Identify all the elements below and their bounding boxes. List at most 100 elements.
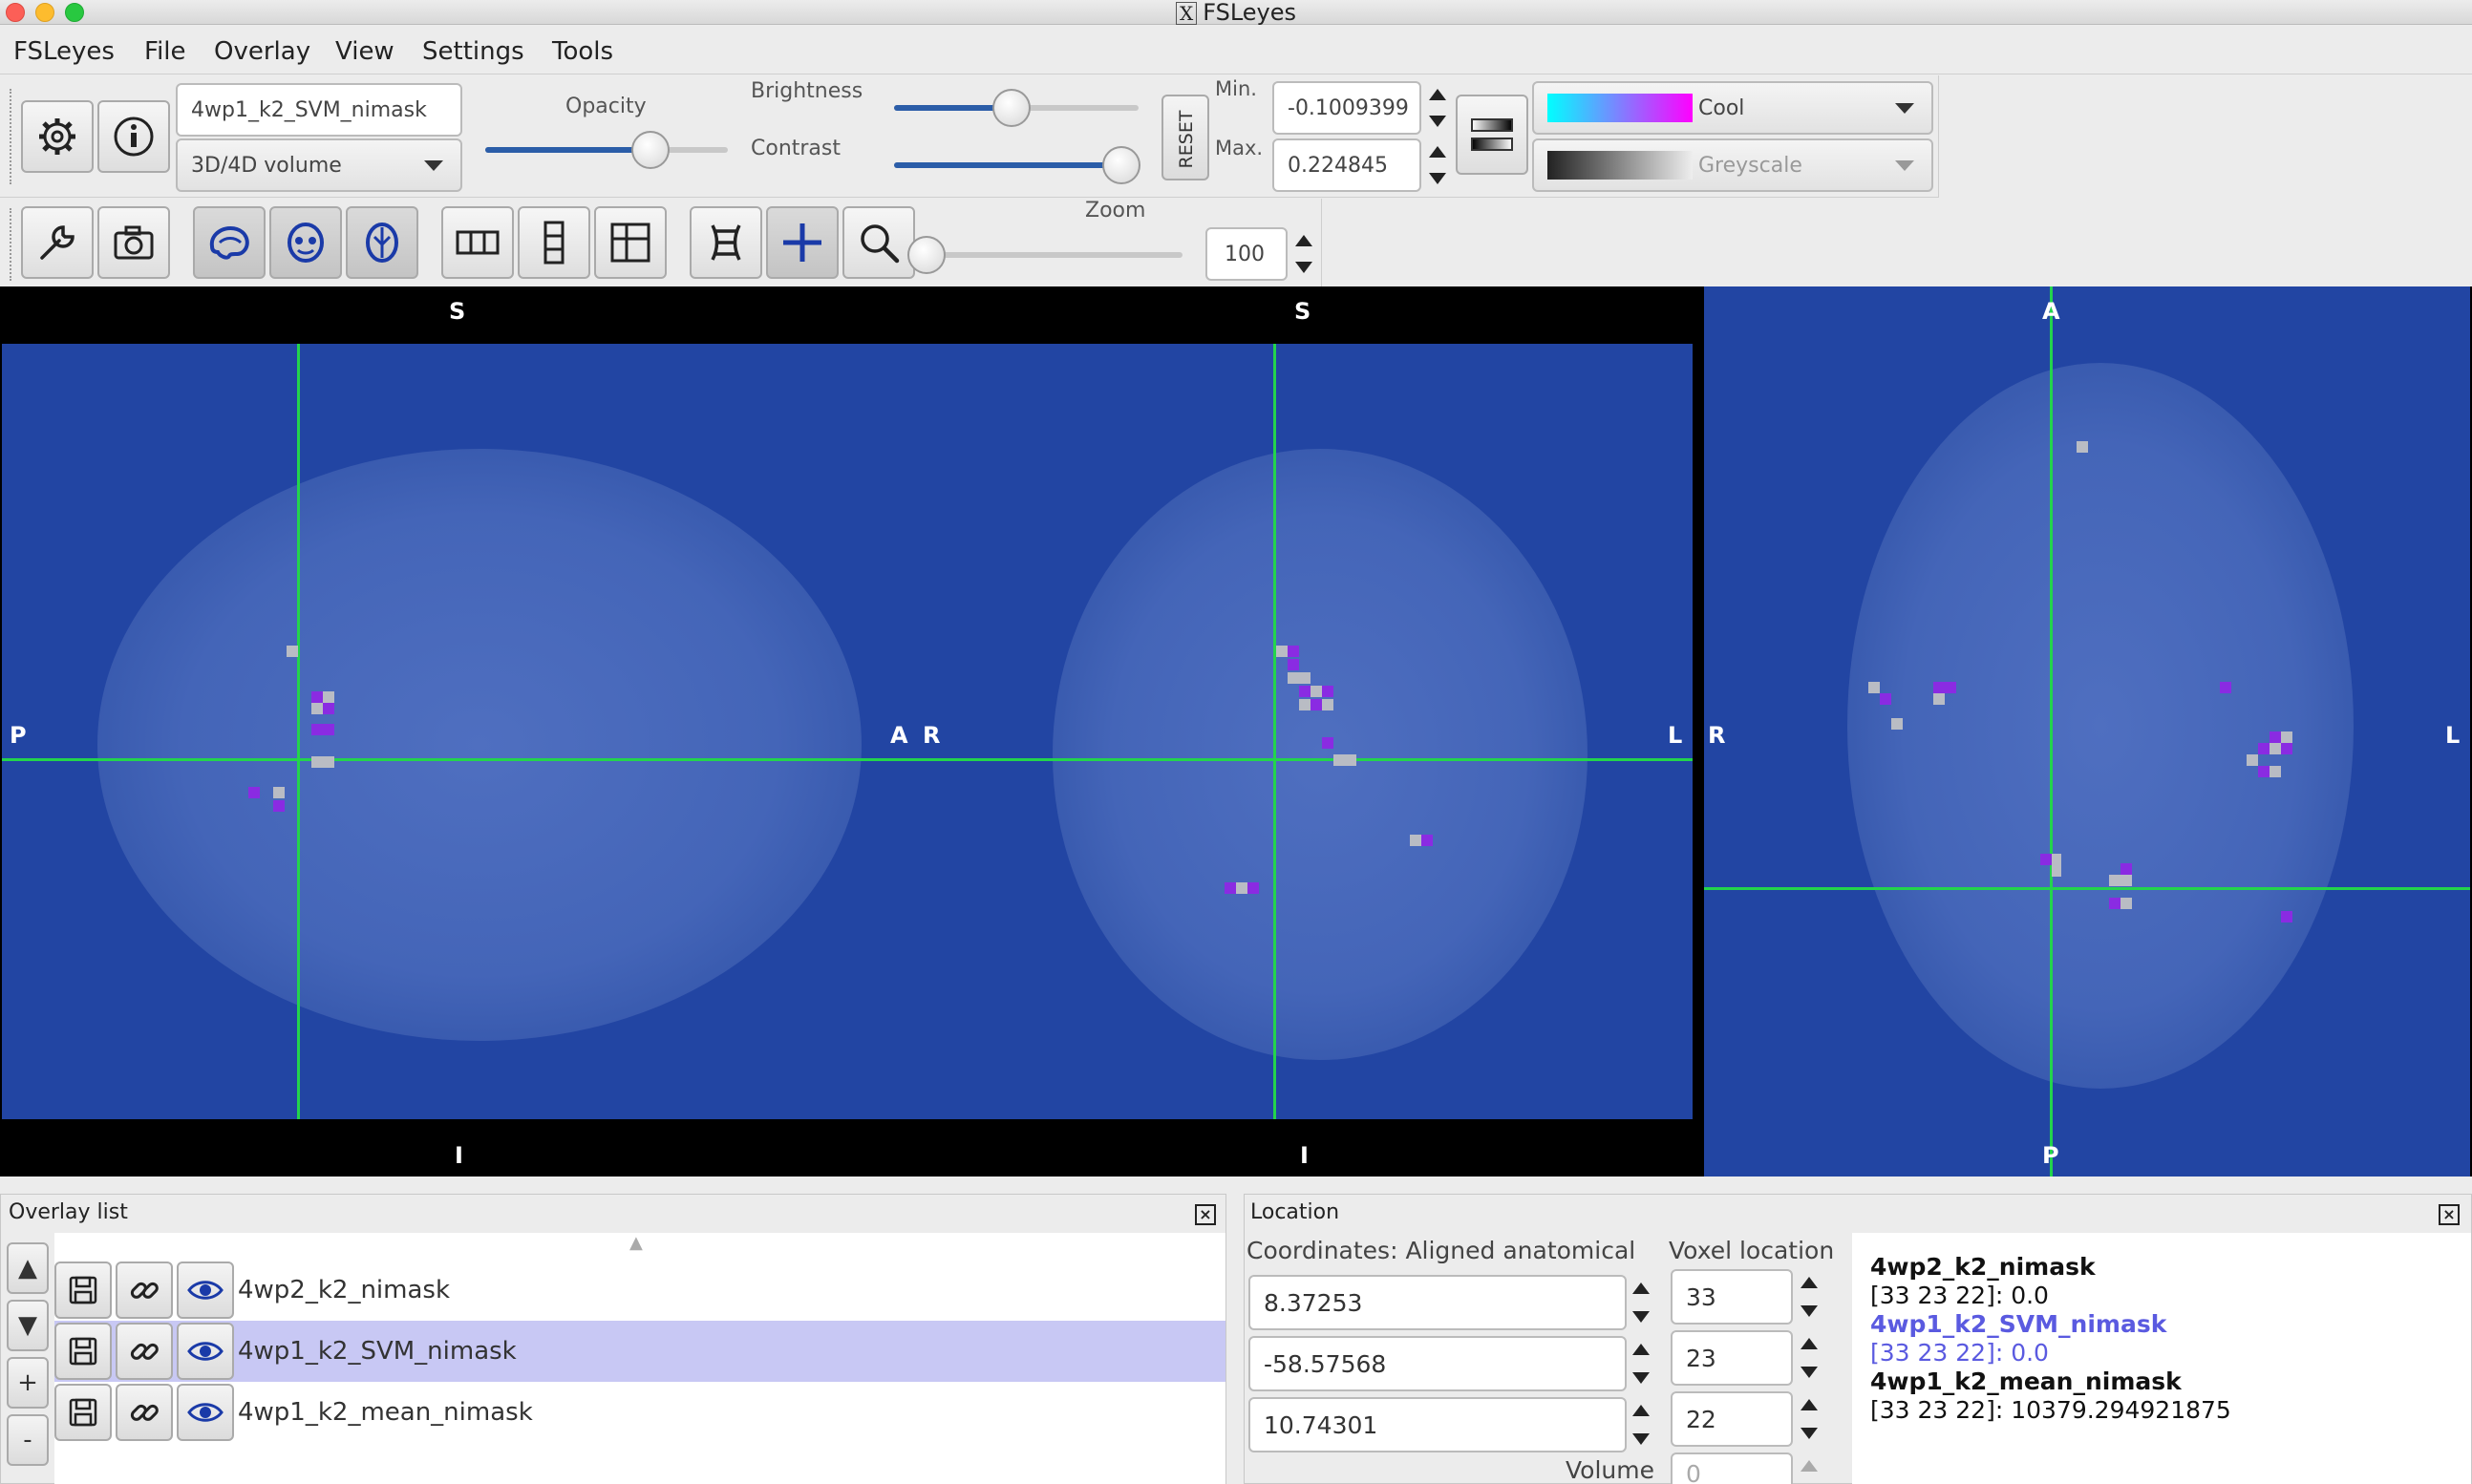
zoom-slider[interactable]: [907, 236, 1183, 274]
coord-z-spinner[interactable]: [1629, 1397, 1653, 1452]
arrow-up-icon[interactable]: [1632, 1344, 1650, 1355]
arrow-up-icon[interactable]: [1632, 1405, 1650, 1416]
opacity-slider-knob[interactable]: [631, 131, 670, 169]
remove-overlay-button[interactable]: -: [7, 1414, 49, 1466]
overlay-row-selected[interactable]: 4wp1_k2_SVM_nimask: [54, 1321, 1225, 1382]
coord-x-field[interactable]: 8.37253: [1248, 1275, 1627, 1330]
arrow-down-icon[interactable]: [1801, 1428, 1818, 1439]
arrow-down-icon[interactable]: [1632, 1433, 1650, 1445]
move-overlay-up-button[interactable]: ▲: [7, 1242, 49, 1294]
arrow-down-icon[interactable]: [1429, 116, 1446, 127]
layout-grid-button[interactable]: [594, 206, 667, 279]
save-overlay-button[interactable]: [54, 1323, 112, 1380]
overlay-row[interactable]: 4wp2_k2_nimask: [54, 1260, 1225, 1321]
menu-overlay[interactable]: Overlay: [214, 37, 311, 66]
sagittal-coronal-view[interactable]: [2, 344, 1693, 1119]
movie-mode-button[interactable]: [690, 206, 762, 279]
toggle-coronal-button[interactable]: [269, 206, 342, 279]
display-max-spinner[interactable]: [1425, 138, 1450, 192]
brightness-slider[interactable]: [894, 89, 1139, 127]
arrow-up-icon[interactable]: [1801, 1399, 1818, 1410]
voxel-x-field[interactable]: 33: [1671, 1269, 1793, 1325]
arrow-up-icon[interactable]: [1429, 89, 1446, 100]
toggle-axial-button[interactable]: [346, 206, 418, 279]
volume-field[interactable]: 0: [1671, 1452, 1793, 1484]
brightness-slider-knob[interactable]: [992, 89, 1031, 127]
display-min-field[interactable]: -0.1009399: [1272, 81, 1421, 135]
contrast-slider[interactable]: [894, 146, 1140, 184]
menu-view[interactable]: View: [335, 37, 394, 66]
contrast-slider-knob[interactable]: [1102, 146, 1140, 184]
opacity-slider[interactable]: [485, 131, 728, 169]
zoom-slider-knob[interactable]: [907, 236, 946, 274]
toolbar-grip[interactable]: [10, 89, 15, 184]
coord-x-spinner[interactable]: [1629, 1275, 1653, 1330]
menu-fsleyes[interactable]: FSLeyes: [13, 37, 115, 66]
minimize-window-icon[interactable]: [35, 3, 54, 22]
scroll-up-icon[interactable]: ▲: [629, 1233, 643, 1253]
overlay-type-dropdown[interactable]: 3D/4D volume: [176, 138, 462, 192]
link-overlay-button[interactable]: [116, 1384, 173, 1441]
save-overlay-button[interactable]: [54, 1261, 112, 1319]
layout-vertical-button[interactable]: [518, 206, 590, 279]
link-overlay-button[interactable]: [116, 1323, 173, 1380]
close-panel-icon[interactable]: ×: [1195, 1204, 1216, 1225]
toggle-visibility-button[interactable]: [177, 1384, 234, 1441]
arrow-up-icon[interactable]: [1429, 146, 1446, 158]
arrow-down-icon[interactable]: [1632, 1372, 1650, 1384]
overlay-row[interactable]: 4wp1_k2_mean_nimask: [54, 1382, 1225, 1443]
arrow-down-icon[interactable]: [1429, 173, 1446, 184]
link-overlay-button[interactable]: [116, 1261, 173, 1319]
invert-colormap-button[interactable]: [1456, 95, 1528, 175]
arrow-up-icon[interactable]: [1295, 235, 1312, 246]
overlay-info-button[interactable]: [97, 100, 170, 173]
voxel-y-spinner[interactable]: [1797, 1330, 1822, 1386]
layout-horizontal-button[interactable]: [441, 206, 514, 279]
arrow-up-icon[interactable]: [1632, 1283, 1650, 1294]
add-overlay-button[interactable]: +: [7, 1357, 49, 1409]
arrow-down-icon[interactable]: [1801, 1367, 1818, 1378]
close-panel-icon[interactable]: ×: [2439, 1204, 2460, 1225]
toggle-visibility-button[interactable]: [177, 1261, 234, 1319]
coord-z-field[interactable]: 10.74301: [1248, 1397, 1627, 1452]
arrow-down-icon[interactable]: [1295, 262, 1312, 273]
toolbar-grip[interactable]: [10, 208, 15, 281]
cool-colormap-swatch: [1547, 94, 1693, 122]
info-overlay-name: 4wp1_k2_mean_nimask: [1870, 1367, 2182, 1395]
menu-settings[interactable]: Settings: [422, 37, 524, 66]
display-min-spinner[interactable]: [1425, 81, 1450, 135]
maximize-window-icon[interactable]: [65, 3, 84, 22]
toggle-cursor-button[interactable]: [766, 206, 839, 279]
voxel-x-spinner[interactable]: [1797, 1269, 1822, 1325]
toggle-visibility-button[interactable]: [177, 1323, 234, 1380]
zoom-spinner[interactable]: [1291, 227, 1316, 281]
coord-y-field[interactable]: -58.57568: [1248, 1336, 1627, 1391]
overlay-name-field[interactable]: 4wp1_k2_SVM_nimask: [176, 83, 462, 137]
voxel-y-field[interactable]: 23: [1671, 1330, 1793, 1386]
close-window-icon[interactable]: [6, 3, 25, 22]
save-overlay-button[interactable]: [54, 1384, 112, 1441]
move-overlay-down-button[interactable]: ▼: [7, 1300, 49, 1351]
axial-view[interactable]: A P R L: [1704, 286, 2470, 1177]
toggle-sagittal-button[interactable]: [193, 206, 266, 279]
arrow-down-icon[interactable]: [1801, 1305, 1818, 1317]
volume-spinner[interactable]: [1797, 1452, 1822, 1484]
reset-button[interactable]: RESET: [1161, 95, 1209, 180]
overlay-settings-button[interactable]: [21, 100, 94, 173]
voxel-z-spinner[interactable]: [1797, 1391, 1822, 1447]
display-max-field[interactable]: 0.224845: [1272, 138, 1421, 192]
arrow-up-icon[interactable]: [1801, 1338, 1818, 1349]
arrow-up-icon[interactable]: [1801, 1277, 1818, 1288]
arrow-down-icon[interactable]: [1632, 1311, 1650, 1323]
voxel-z-field[interactable]: 22: [1671, 1391, 1793, 1447]
arrow-up-icon[interactable]: [1801, 1460, 1818, 1472]
coord-y-spinner[interactable]: [1629, 1336, 1653, 1391]
zoom-button[interactable]: [842, 206, 915, 279]
zoom-field[interactable]: 100: [1205, 227, 1288, 281]
negative-colormap-dropdown[interactable]: Greyscale: [1532, 138, 1933, 192]
menu-tools[interactable]: Tools: [552, 37, 614, 66]
view-settings-button[interactable]: [21, 206, 94, 279]
screenshot-button[interactable]: [97, 206, 170, 279]
colormap-dropdown[interactable]: Cool: [1532, 81, 1933, 135]
menu-file[interactable]: File: [144, 37, 186, 66]
